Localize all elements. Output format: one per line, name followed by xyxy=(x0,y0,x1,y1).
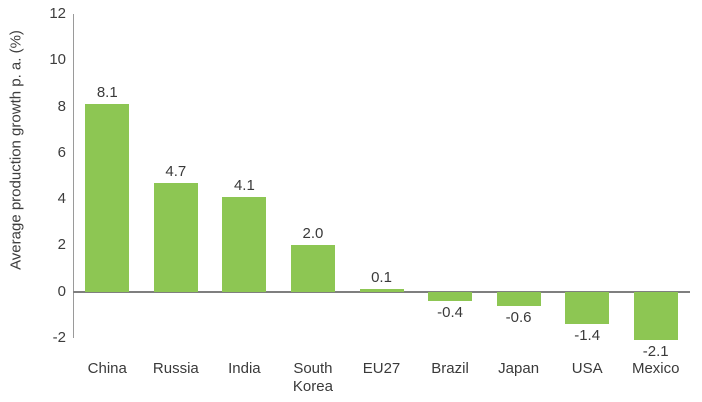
bar xyxy=(565,291,610,325)
bar xyxy=(359,289,404,292)
bar-value-label: -2.1 xyxy=(642,343,669,361)
y-tick-label: 2 xyxy=(57,236,66,254)
bar-value-label: -0.6 xyxy=(505,308,532,326)
y-tick-label: 4 xyxy=(57,190,66,208)
x-axis-category-label: USA xyxy=(571,360,603,377)
bar xyxy=(428,291,473,301)
y-tick-label: 0 xyxy=(57,282,66,300)
bar-value-label: 8.1 xyxy=(96,84,118,102)
bar-value-label: 4.7 xyxy=(165,162,187,180)
x-axis-labels: China Russia India South Korea EU27 Brazil Jap… xyxy=(73,360,690,400)
y-tick-label: 8 xyxy=(57,97,66,115)
bar-value-label: 4.1 xyxy=(233,176,255,194)
x-axis-zero-line xyxy=(73,290,690,293)
x-axis-category-label: EU27 xyxy=(362,360,401,377)
x-axis-category-label: India xyxy=(228,360,261,377)
y-tick-label: 12 xyxy=(49,5,66,22)
y-axis-ticks: 12 10 8 6 4 2 0 -2 xyxy=(0,0,66,402)
x-axis-category-label: Mexico xyxy=(631,360,680,377)
bar xyxy=(222,196,267,292)
bar xyxy=(85,104,130,292)
bar-value-label: -1.4 xyxy=(574,327,601,345)
y-tick-label: 6 xyxy=(57,143,66,161)
x-axis-category-label: Japan xyxy=(498,360,540,377)
bar-value-label: -0.4 xyxy=(437,303,463,321)
x-axis-category-label: China xyxy=(87,360,127,377)
y-tick-label: -2 xyxy=(52,329,66,346)
x-axis-category-label: South Korea xyxy=(292,360,333,395)
bar xyxy=(496,291,541,306)
plot-area: 8.1 4.7 4.1 2.0 0.1 -0.4 -0.6 -1.4 -2.1 xyxy=(73,14,690,360)
y-tick-label: 10 xyxy=(49,51,66,69)
bar xyxy=(153,182,198,292)
bar-value-label: 0.1 xyxy=(371,269,392,287)
bar xyxy=(290,245,335,292)
bar xyxy=(633,291,678,341)
bar-value-label: 2.0 xyxy=(302,225,324,243)
y-axis-line xyxy=(73,14,74,338)
x-axis-category-label: Brazil xyxy=(431,360,469,377)
x-axis-category-label: Russia xyxy=(152,360,199,377)
